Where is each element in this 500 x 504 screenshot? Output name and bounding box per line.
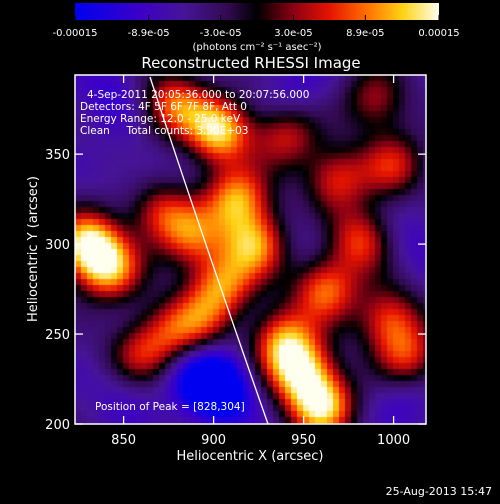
annotation-peak-position: Position of Peak = [828,304] <box>95 401 245 413</box>
x-tick-label: 950 <box>291 433 316 448</box>
heatmap-image-holder <box>75 75 426 424</box>
y-tick-label: 300 <box>45 238 70 253</box>
solar-limb-line <box>149 76 269 424</box>
x-tick-label: 1000 <box>377 433 410 448</box>
annotation-clean-counts: Clean Total counts: 3.90E+03 <box>80 125 249 137</box>
annotation-time-range: 4-Sep-2011 20:05:36.000 to 20:07:56.000 <box>87 89 309 101</box>
annotation-energy-range: Energy Range: 12.0 - 25.0 keV <box>80 113 241 125</box>
x-tick-label: 900 <box>201 433 226 448</box>
colorbar-tick-label: -3.0e-05 <box>200 28 242 39</box>
x-tick-label: 850 <box>111 433 136 448</box>
plot-frame <box>74 74 427 425</box>
y-tick-label: 250 <box>45 328 70 343</box>
chart-title: Reconstructed RHESSI Image <box>141 54 360 72</box>
colorbar-tick-label: 8.9e-05 <box>346 28 384 39</box>
colorbar-ticks: -0.00015 -8.9e-05 -3.0e-05 3.0e-05 8.9e-05 0.… <box>53 15 460 39</box>
colorbar-tick-label: 0.00015 <box>418 28 459 39</box>
colorbar-tick-label: 3.0e-05 <box>274 28 312 39</box>
colorbar <box>75 3 439 20</box>
y-axis-label: Heliocentric Y (arcsec) <box>26 176 41 322</box>
colorbar-label: (photons cm⁻² s⁻¹ asec⁻²) <box>192 42 321 53</box>
footer-date: 25-Aug-2013 15:47 <box>385 485 492 498</box>
x-axis-ticks: 850 900 950 1000 <box>111 75 410 448</box>
x-axis-label: Heliocentric X (arcsec) <box>177 449 324 464</box>
y-tick-label: 200 <box>45 418 70 433</box>
colorbar-tick-label: -8.9e-05 <box>128 28 170 39</box>
heatmap-image <box>75 75 426 424</box>
colorbar-tick-label: -0.00015 <box>53 28 98 39</box>
heatmap-area <box>75 75 426 424</box>
y-tick-label: 350 <box>45 148 70 163</box>
y-axis-ticks: 200 250 300 350 <box>45 148 426 433</box>
annotation-detectors: Detectors: 4F 5F 6F 7F 8F, Att 0 <box>80 101 247 113</box>
